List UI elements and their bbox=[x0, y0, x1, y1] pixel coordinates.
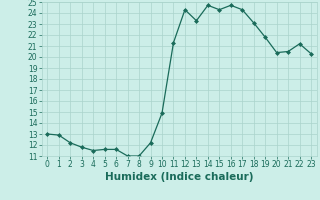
X-axis label: Humidex (Indice chaleur): Humidex (Indice chaleur) bbox=[105, 172, 253, 182]
